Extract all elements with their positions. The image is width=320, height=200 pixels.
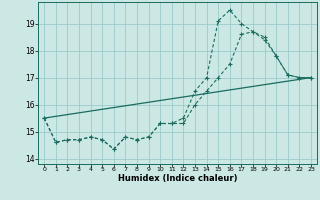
X-axis label: Humidex (Indice chaleur): Humidex (Indice chaleur)	[118, 174, 237, 183]
